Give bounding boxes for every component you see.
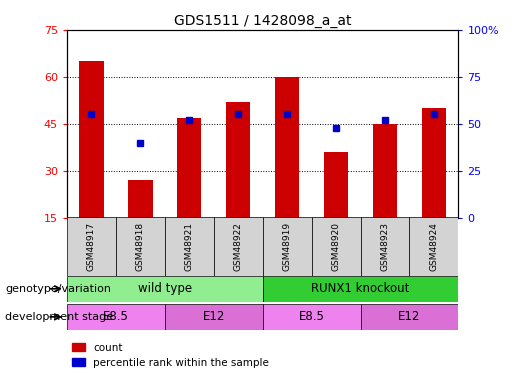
Bar — [165, 217, 214, 276]
Bar — [324, 152, 348, 264]
Bar — [67, 217, 116, 276]
Text: GSM48919: GSM48919 — [283, 222, 291, 271]
Text: GSM48922: GSM48922 — [234, 222, 243, 271]
Text: E8.5: E8.5 — [103, 310, 129, 323]
Bar — [67, 276, 263, 302]
Bar — [422, 108, 446, 264]
Text: E12: E12 — [202, 310, 225, 323]
Bar — [360, 217, 409, 276]
Text: wild type: wild type — [138, 282, 192, 295]
Text: GSM48924: GSM48924 — [430, 222, 438, 271]
Legend: count, percentile rank within the sample: count, percentile rank within the sample — [72, 343, 269, 368]
Text: GSM48917: GSM48917 — [87, 222, 96, 271]
Bar — [373, 124, 397, 264]
Title: GDS1511 / 1428098_a_at: GDS1511 / 1428098_a_at — [174, 13, 351, 28]
Text: RUNX1 knockout: RUNX1 knockout — [311, 282, 410, 295]
Bar — [263, 217, 312, 276]
Bar — [409, 217, 458, 276]
Text: GSM48918: GSM48918 — [136, 222, 145, 271]
Bar — [165, 304, 263, 330]
Bar — [79, 61, 104, 264]
Text: genotype/variation: genotype/variation — [5, 284, 111, 294]
Bar — [263, 304, 360, 330]
Bar — [67, 304, 165, 330]
Bar — [360, 304, 458, 330]
Bar — [128, 180, 152, 264]
Text: E8.5: E8.5 — [299, 310, 324, 323]
Bar — [263, 276, 458, 302]
Bar — [177, 117, 201, 264]
Bar — [116, 217, 165, 276]
Bar — [226, 102, 250, 264]
Text: E12: E12 — [398, 310, 421, 323]
Bar — [214, 217, 263, 276]
Text: GSM48921: GSM48921 — [185, 222, 194, 271]
Text: GSM48920: GSM48920 — [332, 222, 340, 271]
Text: development stage: development stage — [5, 312, 113, 322]
Bar — [312, 217, 360, 276]
Text: GSM48923: GSM48923 — [381, 222, 389, 271]
Bar — [275, 77, 299, 264]
